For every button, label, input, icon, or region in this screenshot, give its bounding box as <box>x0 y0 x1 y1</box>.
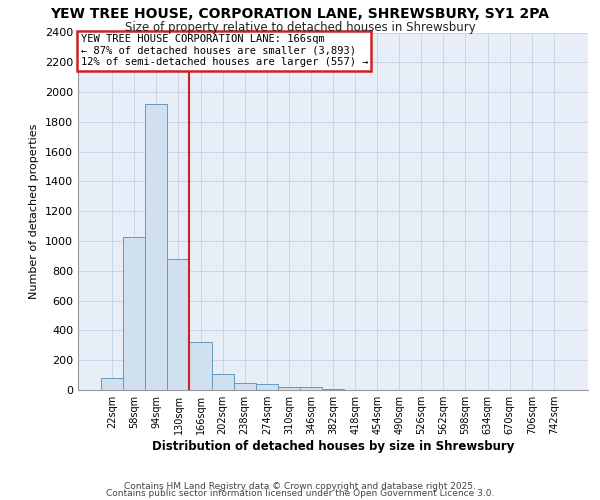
Bar <box>212 374 233 390</box>
Text: Contains public sector information licensed under the Open Government Licence 3.: Contains public sector information licen… <box>106 489 494 498</box>
Bar <box>101 378 123 390</box>
Y-axis label: Number of detached properties: Number of detached properties <box>29 124 40 299</box>
Text: Contains HM Land Registry data © Crown copyright and database right 2025.: Contains HM Land Registry data © Crown c… <box>124 482 476 491</box>
Text: YEW TREE HOUSE, CORPORATION LANE, SHREWSBURY, SY1 2PA: YEW TREE HOUSE, CORPORATION LANE, SHREWS… <box>50 8 550 22</box>
Bar <box>233 382 256 390</box>
Bar <box>145 104 167 390</box>
Bar <box>167 259 190 390</box>
Bar <box>300 387 322 390</box>
X-axis label: Distribution of detached houses by size in Shrewsbury: Distribution of detached houses by size … <box>152 440 514 453</box>
Bar <box>256 384 278 390</box>
Bar <box>123 236 145 390</box>
Text: YEW TREE HOUSE CORPORATION LANE: 166sqm
← 87% of detached houses are smaller (3,: YEW TREE HOUSE CORPORATION LANE: 166sqm … <box>80 34 368 68</box>
Bar <box>190 342 212 390</box>
Bar <box>278 387 300 390</box>
Text: Size of property relative to detached houses in Shrewsbury: Size of property relative to detached ho… <box>125 21 475 34</box>
